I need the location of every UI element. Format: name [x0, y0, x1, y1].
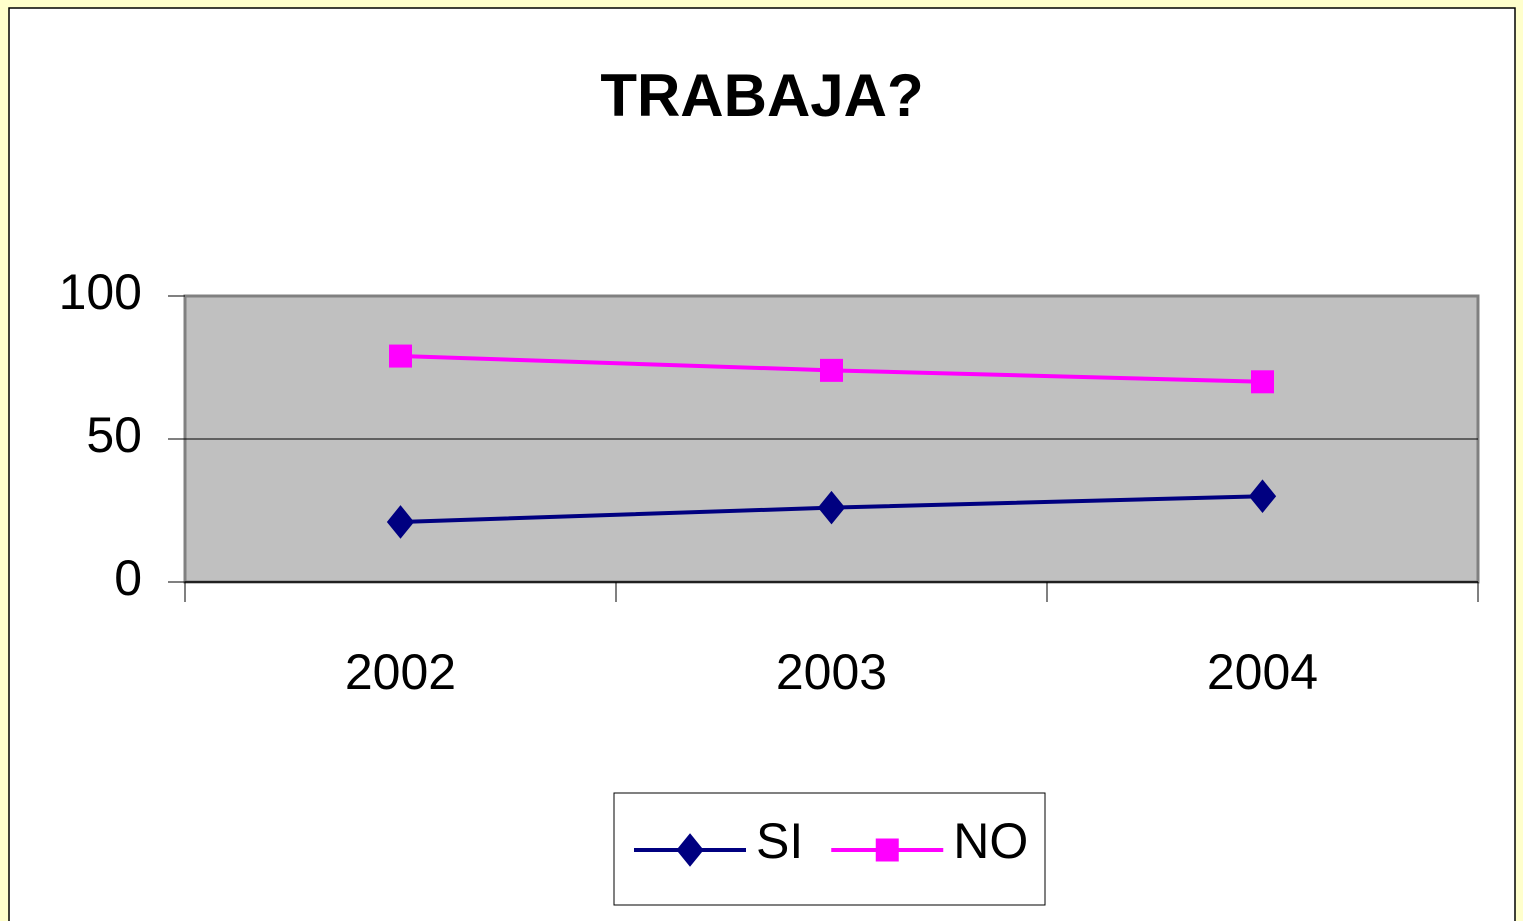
data-point — [389, 344, 412, 368]
y-tick-label: 50 — [86, 407, 142, 463]
data-point — [1251, 370, 1274, 394]
legend-marker — [875, 838, 899, 862]
x-tick-label: 2004 — [1207, 644, 1318, 700]
legend-label: NO — [953, 813, 1028, 869]
chart-title: TRABAJA? — [600, 62, 923, 129]
x-tick-label: 2002 — [345, 644, 456, 700]
y-tick-label: 0 — [114, 550, 142, 606]
data-point — [817, 490, 846, 525]
x-tick-label: 2003 — [776, 644, 887, 700]
legend-marker — [676, 833, 704, 867]
legend-label: SI — [756, 813, 803, 869]
data-point — [1248, 479, 1277, 513]
y-tick-label: 100 — [59, 264, 142, 320]
data-point — [820, 358, 843, 382]
data-point — [386, 505, 415, 539]
